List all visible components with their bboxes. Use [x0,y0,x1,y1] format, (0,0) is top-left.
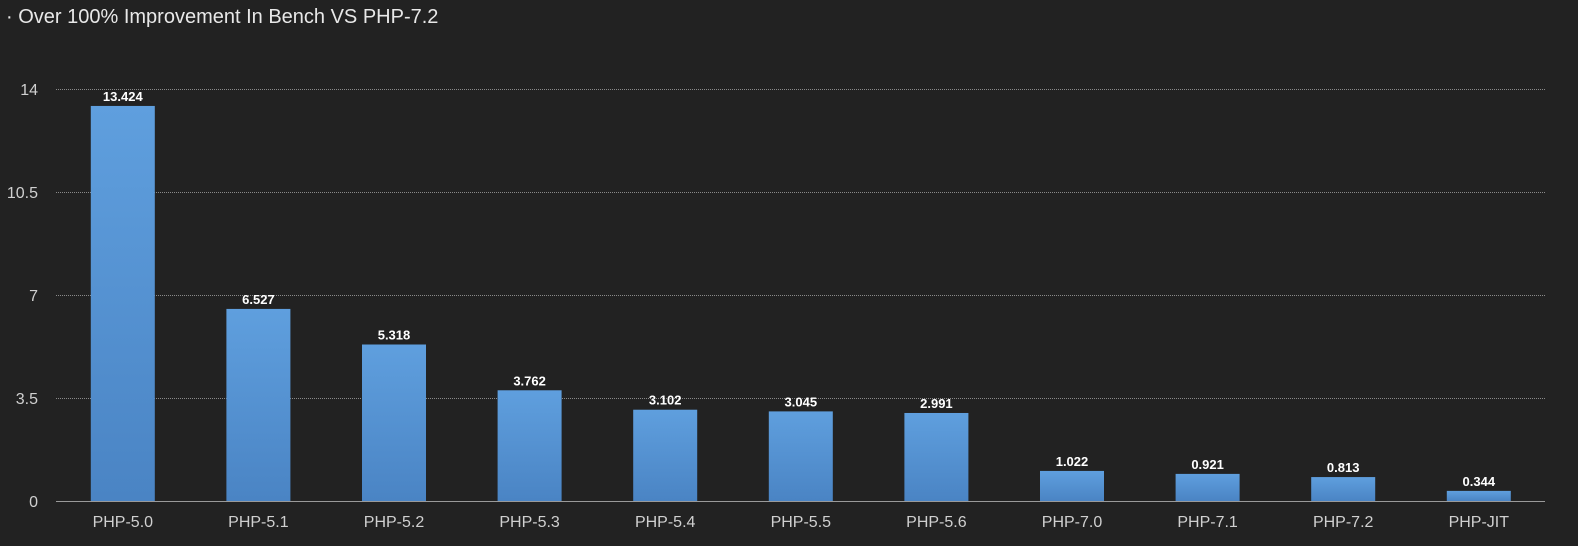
x-tick-label: PHP-JIT [1449,514,1510,531]
bars [90,105,1511,501]
x-tick-label: PHP-5.1 [228,514,289,531]
x-tick-label: PHP-5.0 [93,514,154,531]
data-label: 5.318 [378,327,411,342]
data-label: 1.022 [1056,454,1089,469]
data-label: 13.424 [103,89,144,104]
data-label: 3.102 [649,393,682,408]
data-label: 3.045 [785,394,818,409]
value-labels: 13.424 6.527 5.318 3.762 3.102 3.045 2.991 1.02… [103,89,1496,489]
y-tick-label: 10.5 [7,185,38,202]
bar [1175,473,1240,501]
data-label: 3.762 [513,373,546,388]
data-label: 2.991 [920,396,953,411]
x-tick-label: PHP-7.2 [1313,514,1374,531]
x-tick-label: PHP-5.5 [771,514,832,531]
bar [90,105,155,501]
bar [1446,490,1511,501]
x-tick-label: PHP-7.0 [1042,514,1103,531]
y-tick-label: 7 [29,288,38,305]
bar [633,409,698,501]
bar [226,308,291,501]
x-tick-label: PHP-5.6 [906,514,967,531]
bar [497,390,562,501]
y-axis: 0 3.5 7 10.5 14 [7,82,38,511]
bar [768,411,833,501]
x-tick-label: PHP-7.1 [1177,514,1238,531]
bar [1040,470,1104,501]
data-label: 0.344 [1463,474,1496,489]
data-label: 0.813 [1327,460,1360,475]
y-tick-label: 14 [20,82,38,99]
data-label: 0.921 [1191,457,1224,472]
x-axis: PHP-5.0 PHP-5.1 PHP-5.2 PHP-5.3 PHP-5.4 PHP-5… [93,514,1510,531]
y-tick-label: 0 [29,494,38,511]
bar [1311,477,1376,501]
x-tick-label: PHP-5.2 [364,514,425,531]
chart-title: · Over 100% Improvement In Bench VS PHP-… [6,6,439,28]
data-label: 6.527 [242,292,275,307]
bar [362,344,426,501]
y-tick-label: 3.5 [16,391,38,408]
x-tick-label: PHP-5.3 [499,514,560,531]
bar [904,412,969,501]
x-tick-label: PHP-5.4 [635,514,696,531]
grid-layer [56,89,1545,502]
